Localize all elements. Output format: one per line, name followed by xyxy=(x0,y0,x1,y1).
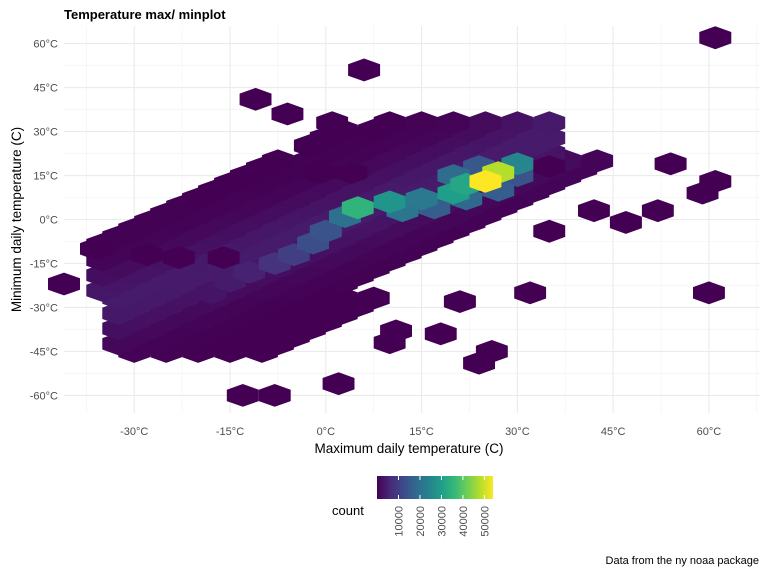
legend-title: count xyxy=(332,503,364,518)
hex-bin xyxy=(373,111,406,135)
y-tick-label: -60°C xyxy=(30,390,58,402)
hex-bin xyxy=(322,372,355,396)
legend-tick-label: 30000 xyxy=(436,506,448,537)
legend-tick-label: 50000 xyxy=(479,506,491,537)
legend-colorbar xyxy=(377,476,493,499)
hex-bin xyxy=(533,111,566,135)
x-tick-label: 0°C xyxy=(317,426,336,438)
hex-bin xyxy=(80,237,112,261)
hex-bin xyxy=(335,161,368,184)
hex-bin xyxy=(341,196,374,220)
hex-bin xyxy=(699,26,732,50)
hex-bin xyxy=(581,149,614,173)
x-tick-label: 30°C xyxy=(505,426,530,438)
x-axis-label: Maximum daily temperature (C) xyxy=(314,441,503,456)
hex-bin xyxy=(131,243,163,267)
x-tick-label: -30°C xyxy=(120,426,148,438)
x-tick-label: -15°C xyxy=(216,426,244,438)
hex-bin xyxy=(514,281,547,305)
hex-bin xyxy=(357,286,390,310)
hex-bin xyxy=(463,351,495,375)
x-tick-label: 45°C xyxy=(601,426,626,438)
hex-bin xyxy=(309,219,342,243)
hex-bin xyxy=(261,149,294,173)
hex-bin xyxy=(239,87,272,111)
hex-bin xyxy=(469,111,502,135)
hex-bin xyxy=(303,161,336,184)
hex-bin xyxy=(578,199,610,223)
hex-layer xyxy=(48,26,732,407)
hex-bin xyxy=(609,211,642,234)
hex-bin xyxy=(233,260,266,284)
hex-bin xyxy=(533,219,566,243)
x-tick-label: 15°C xyxy=(409,426,434,438)
hex-bin xyxy=(424,322,457,346)
hex-bin xyxy=(316,111,349,135)
hex-bin xyxy=(373,331,406,355)
hex-bin xyxy=(443,290,476,313)
caption: Data from the ny noaa package xyxy=(605,555,759,567)
hex-bin xyxy=(163,246,195,269)
legend-tick-label: 40000 xyxy=(458,506,470,537)
hex-bin xyxy=(469,170,502,193)
x-tick-label: 60°C xyxy=(697,426,722,438)
hex-bin xyxy=(641,199,674,223)
x-axis: -30°C -15°C 0°C 15°C 30°C 45°C 60°C Maximum dai… xyxy=(120,426,721,456)
y-axis-label: Minimum daily temperature (C) xyxy=(9,127,24,312)
hex-bin xyxy=(437,111,470,135)
y-tick-label: 15°C xyxy=(33,171,58,183)
y-tick-label: 45°C xyxy=(33,83,58,95)
legend-tick-label: 10000 xyxy=(393,506,405,537)
legend: 10000 20000 30000 40000 50000 xyxy=(377,476,493,537)
y-tick-label: 60°C xyxy=(33,39,58,51)
hex-bin xyxy=(405,187,438,211)
hex-bin xyxy=(654,152,687,176)
chart-title: Temperature max/ minplot xyxy=(64,7,226,22)
y-tick-label: 0°C xyxy=(40,215,59,227)
hex-bin xyxy=(373,190,406,214)
y-tick-label: -15°C xyxy=(30,258,58,270)
hex-bin xyxy=(226,384,259,407)
hex-bin xyxy=(501,111,534,135)
y-axis: -60°C -45°C -30°C -15°C 0°C 15°C 30°C 45°C 60°C M… xyxy=(9,39,58,403)
hex-bin xyxy=(693,281,725,305)
y-tick-label: -45°C xyxy=(30,346,58,358)
hex-bin xyxy=(207,246,240,269)
hex-bin xyxy=(48,272,80,296)
hex-bin xyxy=(405,111,438,135)
y-tick-label: 30°C xyxy=(33,127,58,139)
hex-bin xyxy=(258,384,291,407)
hex-bin xyxy=(533,155,566,179)
legend-tick-label: 20000 xyxy=(415,506,427,537)
hex-bin xyxy=(348,58,381,82)
hex-bin xyxy=(699,170,732,193)
y-tick-label: -30°C xyxy=(30,302,58,314)
hex-bin xyxy=(271,102,304,126)
